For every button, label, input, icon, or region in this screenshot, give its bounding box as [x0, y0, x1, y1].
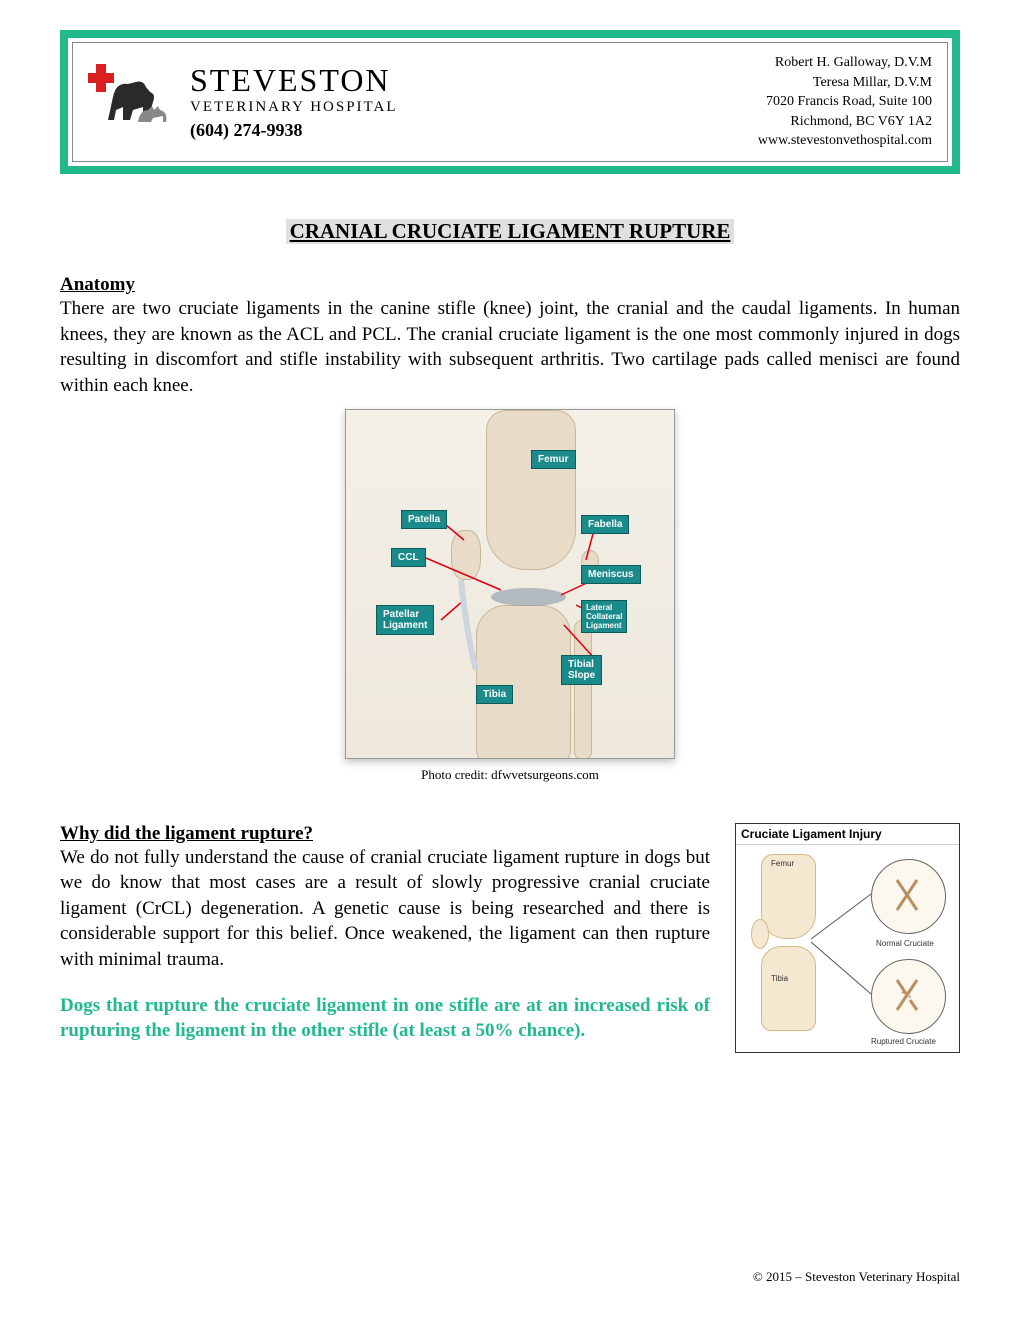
logo-block: STEVESTON VETERINARY HOSPITAL (604) 274-… [88, 62, 738, 141]
brand-subtitle: VETERINARY HOSPITAL [190, 99, 398, 116]
contact-block: Robert H. Galloway, D.V.M Teresa Millar,… [758, 53, 932, 151]
header-inner: STEVESTON VETERINARY HOSPITAL (604) 274-… [72, 42, 948, 162]
anatomy-heading: Anatomy [60, 274, 960, 296]
knee-diagram-wrap: Femur Patella CCL Patellar Ligament Tibi… [345, 409, 675, 783]
label-tibia: Tibia [476, 685, 513, 704]
section-why-rupture: Why did the ligament rupture? We do not … [60, 823, 960, 1053]
why-heading: Why did the ligament rupture? [60, 823, 710, 845]
contact-line: www.stevestonvethospital.com [758, 131, 932, 151]
why-body: We do not fully understand the cause of … [60, 845, 710, 973]
highlight-text: Dogs that rupture the cruciate ligament … [60, 993, 710, 1044]
contact-line: 7020 Francis Road, Suite 100 [758, 92, 932, 112]
label-patellar-ligament: Patellar Ligament [376, 605, 434, 635]
contact-line: Richmond, BC V6Y 1A2 [758, 112, 932, 132]
label-tibial-slope: Tibial Slope [561, 655, 602, 685]
header-border: STEVESTON VETERINARY HOSPITAL (604) 274-… [60, 30, 960, 174]
section2-text: Why did the ligament rupture? We do not … [60, 823, 710, 1044]
vet-logo-icon [88, 62, 178, 132]
brand-phone: (604) 274-9938 [190, 120, 398, 141]
label-lateral-collateral: Lateral Collateral Ligament [581, 600, 627, 633]
label-femur: Femur [531, 450, 576, 469]
label-ccl: CCL [391, 548, 426, 567]
anatomy-body: There are two cruciate ligaments in the … [60, 296, 960, 399]
brand-name: STEVESTON [190, 62, 398, 99]
knee-diagram: Femur Patella CCL Patellar Ligament Tibi… [345, 409, 675, 759]
contact-line: Teresa Millar, D.V.M [758, 73, 932, 93]
cruciate-injury-diagram: Cruciate Ligament Injury Femur Tibia Nor… [735, 823, 960, 1053]
label-patella: Patella [401, 510, 447, 529]
contact-line: Robert H. Galloway, D.V.M [758, 53, 932, 73]
label-meniscus: Meniscus [581, 565, 641, 584]
title-wrap: CRANIAL CRUCIATE LIGAMENT RUPTURE [60, 174, 960, 244]
copyright-footer: © 2015 – Steveston Veterinary Hospital [753, 1269, 960, 1285]
photo-credit: Photo credit: dfwvetsurgeons.com [345, 767, 675, 783]
brand-text-block: STEVESTON VETERINARY HOSPITAL (604) 274-… [190, 62, 398, 141]
label-fabella: Fabella [581, 515, 629, 534]
document-title: CRANIAL CRUCIATE LIGAMENT RUPTURE [286, 219, 735, 244]
